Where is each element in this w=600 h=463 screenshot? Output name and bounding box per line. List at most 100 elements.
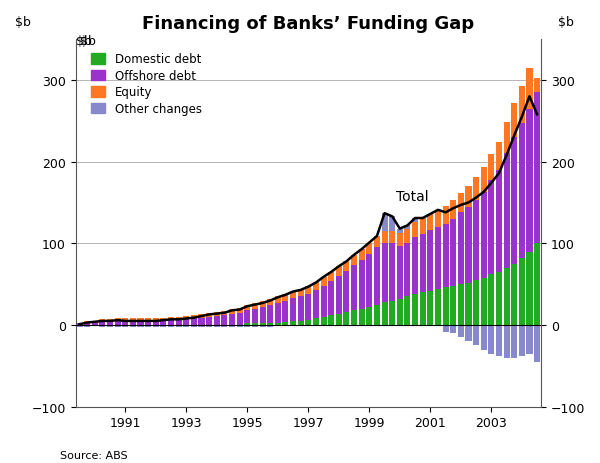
Bar [526,109,533,252]
Bar [351,255,357,266]
Bar [160,325,166,328]
Bar [488,325,494,354]
Bar [84,323,90,325]
Bar [298,325,304,326]
Bar [153,321,159,325]
Bar [214,312,220,316]
Bar [519,258,525,325]
Bar [473,200,479,281]
Bar [168,325,174,328]
Bar [526,252,533,325]
Bar [466,187,472,208]
Bar [298,321,304,325]
Bar [473,325,479,346]
Bar [191,325,197,328]
Bar [511,138,517,264]
Bar [511,264,517,325]
Bar [305,325,311,326]
Bar [419,219,426,234]
Bar [183,325,190,328]
Bar [351,266,357,311]
Bar [290,321,296,325]
Bar [519,325,525,357]
Bar [458,193,464,213]
Bar [481,278,487,325]
Bar [382,232,388,244]
Bar [359,309,365,325]
Bar [366,307,373,325]
Bar [137,321,143,325]
Bar [199,318,205,325]
Bar [313,319,319,325]
Bar [76,323,83,324]
Bar [503,268,509,325]
Bar [503,154,509,268]
Bar [404,226,410,230]
Bar [328,282,334,316]
Text: $b: $b [76,35,92,48]
Bar [191,319,197,325]
Bar [328,272,334,282]
Bar [496,272,502,325]
Bar [443,288,449,325]
Bar [374,248,380,305]
Bar [244,305,250,310]
Bar [419,234,426,293]
Bar [236,313,243,325]
Bar [206,317,212,325]
Bar [336,267,342,276]
Bar [100,325,106,327]
Bar [229,314,235,325]
Bar [298,289,304,297]
Bar [236,325,243,327]
Bar [115,325,121,327]
Bar [252,325,258,327]
Bar [481,193,487,278]
Bar [183,316,190,319]
Bar [466,325,472,342]
Bar [122,319,128,321]
Bar [160,318,166,320]
Bar [260,307,266,324]
Bar [351,311,357,325]
Bar [443,325,449,332]
Bar [366,243,373,254]
Bar [221,312,227,316]
Bar [450,286,456,325]
Bar [206,325,212,327]
Bar [283,301,289,322]
Bar [115,319,121,321]
Bar [404,297,410,325]
Bar [443,224,449,288]
Bar [107,322,113,325]
Bar [283,325,289,326]
Bar [183,319,190,325]
Bar [389,217,395,232]
Bar [290,299,296,321]
Bar [168,320,174,325]
Bar [496,325,502,357]
Bar [260,324,266,325]
Bar [84,321,90,323]
Bar [92,323,98,325]
Bar [496,170,502,272]
Bar [122,321,128,325]
Bar [283,294,289,301]
Bar [526,325,533,354]
Bar [450,325,456,333]
Bar [244,324,250,325]
Bar [305,320,311,325]
Bar [236,308,243,313]
Bar [168,317,174,320]
Bar [511,104,517,138]
Bar [267,305,273,323]
Bar [519,124,525,258]
Bar [244,325,250,327]
Bar [397,233,403,246]
Bar [275,297,281,303]
Bar [534,93,540,244]
Bar [412,223,418,238]
Bar [305,294,311,320]
Bar [419,293,426,325]
Bar [115,321,121,325]
